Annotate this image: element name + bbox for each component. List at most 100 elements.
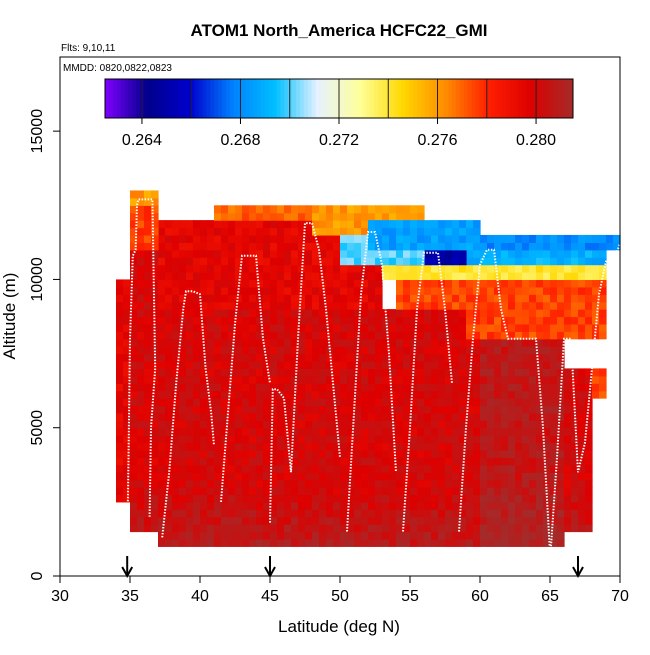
colorbar-segment bbox=[389, 79, 395, 118]
heatmap-cell bbox=[305, 442, 313, 451]
colorbar-segment bbox=[428, 79, 434, 118]
heatmap-cell bbox=[515, 531, 523, 540]
heatmap-cell bbox=[214, 316, 222, 325]
heatmap-cell bbox=[473, 494, 481, 503]
heatmap-cell bbox=[571, 487, 579, 496]
heatmap-cell bbox=[529, 368, 537, 377]
heatmap-cell bbox=[256, 346, 264, 355]
heatmap-cell bbox=[480, 353, 488, 362]
heatmap-cell bbox=[277, 264, 285, 273]
heatmap-cell bbox=[116, 286, 124, 295]
heatmap-cell bbox=[445, 405, 453, 414]
heatmap-cell bbox=[207, 509, 215, 518]
heatmap-cell bbox=[417, 420, 425, 429]
heatmap-cell bbox=[410, 405, 418, 414]
heatmap-cell bbox=[487, 272, 495, 281]
heatmap-cell bbox=[543, 242, 551, 251]
heatmap-cell bbox=[179, 479, 187, 488]
heatmap-cell bbox=[515, 509, 523, 518]
heatmap-cell bbox=[571, 249, 579, 258]
colorbar-segment bbox=[144, 79, 149, 118]
heatmap-cell bbox=[501, 531, 509, 540]
colorbar-segment bbox=[167, 79, 172, 118]
heatmap-cell bbox=[459, 531, 467, 540]
heatmap-cell bbox=[340, 279, 348, 288]
heatmap-cell bbox=[431, 375, 439, 384]
heatmap-cell bbox=[438, 331, 446, 340]
heatmap-cell bbox=[389, 405, 397, 414]
heatmap-cell bbox=[284, 264, 292, 273]
heatmap-cell bbox=[305, 212, 313, 221]
heatmap-cell bbox=[522, 316, 530, 325]
heatmap-cell bbox=[424, 353, 432, 362]
heatmap-cell bbox=[137, 331, 145, 340]
heatmap-cell bbox=[200, 279, 208, 288]
heatmap-cell bbox=[382, 257, 390, 266]
colorbar-segment bbox=[393, 79, 398, 118]
heatmap-cell bbox=[263, 449, 271, 458]
heatmap-cell bbox=[319, 338, 327, 347]
heatmap-cell bbox=[480, 442, 488, 451]
heatmap-cell bbox=[354, 294, 362, 303]
heatmap-cell bbox=[263, 338, 271, 347]
heatmap-cell bbox=[312, 264, 320, 273]
heatmap-cell bbox=[277, 272, 285, 281]
heatmap-cell bbox=[424, 538, 432, 547]
heatmap-cell bbox=[550, 346, 558, 355]
heatmap-cell bbox=[424, 294, 432, 303]
heatmap-cell bbox=[473, 220, 481, 229]
heatmap-cell bbox=[172, 449, 180, 458]
heatmap-cell bbox=[270, 516, 278, 525]
heatmap-cell bbox=[571, 464, 579, 473]
heatmap-cell bbox=[263, 323, 271, 332]
heatmap-cell bbox=[200, 516, 208, 525]
heatmap-cell bbox=[529, 375, 537, 384]
heatmap-cell bbox=[368, 205, 376, 214]
heatmap-cell bbox=[305, 316, 313, 325]
heatmap-cell bbox=[277, 227, 285, 236]
heatmap-cell bbox=[193, 398, 201, 407]
heatmap-cell bbox=[186, 501, 194, 510]
heatmap-cell bbox=[564, 427, 572, 436]
heatmap-cell bbox=[277, 405, 285, 414]
heatmap-cell bbox=[382, 338, 390, 347]
heatmap-cell bbox=[473, 390, 481, 399]
heatmap-cell bbox=[137, 435, 145, 444]
heatmap-cell bbox=[158, 479, 166, 488]
colorbar-segment bbox=[272, 79, 278, 118]
heatmap-cell bbox=[179, 538, 187, 547]
heatmap-cell bbox=[389, 220, 397, 229]
heatmap-cell bbox=[193, 494, 201, 503]
heatmap-cell bbox=[438, 323, 446, 332]
colorbar-segment bbox=[448, 79, 453, 118]
heatmap-cell bbox=[249, 301, 257, 310]
heatmap-cell bbox=[242, 272, 250, 281]
heatmap-cell bbox=[361, 501, 369, 510]
heatmap-cell bbox=[179, 360, 187, 369]
heatmap-cell bbox=[592, 375, 600, 384]
heatmap-cell bbox=[130, 257, 138, 266]
heatmap-cell bbox=[508, 531, 516, 540]
heatmap-cell bbox=[515, 234, 523, 243]
heatmap-cell bbox=[263, 479, 271, 488]
heatmap-cell bbox=[396, 390, 404, 399]
heatmap-cell bbox=[165, 331, 173, 340]
heatmap-cell bbox=[340, 212, 348, 221]
heatmap-cell bbox=[242, 360, 250, 369]
heatmap-cell bbox=[417, 457, 425, 466]
heatmap-cell bbox=[571, 279, 579, 288]
heatmap-cell bbox=[445, 368, 453, 377]
heatmap-cell bbox=[585, 257, 593, 266]
heatmap-cell bbox=[585, 323, 593, 332]
heatmap-cell bbox=[333, 301, 341, 310]
heatmap-cell bbox=[396, 501, 404, 510]
heatmap-cell bbox=[508, 405, 516, 414]
heatmap-cell bbox=[228, 286, 236, 295]
heatmap-cell bbox=[424, 242, 432, 251]
heatmap-cell bbox=[578, 479, 586, 488]
heatmap-cell bbox=[130, 405, 138, 414]
heatmap-cell bbox=[137, 368, 145, 377]
heatmap-cell bbox=[130, 346, 138, 355]
heatmap-cell bbox=[522, 286, 530, 295]
heatmap-cell bbox=[200, 524, 208, 533]
